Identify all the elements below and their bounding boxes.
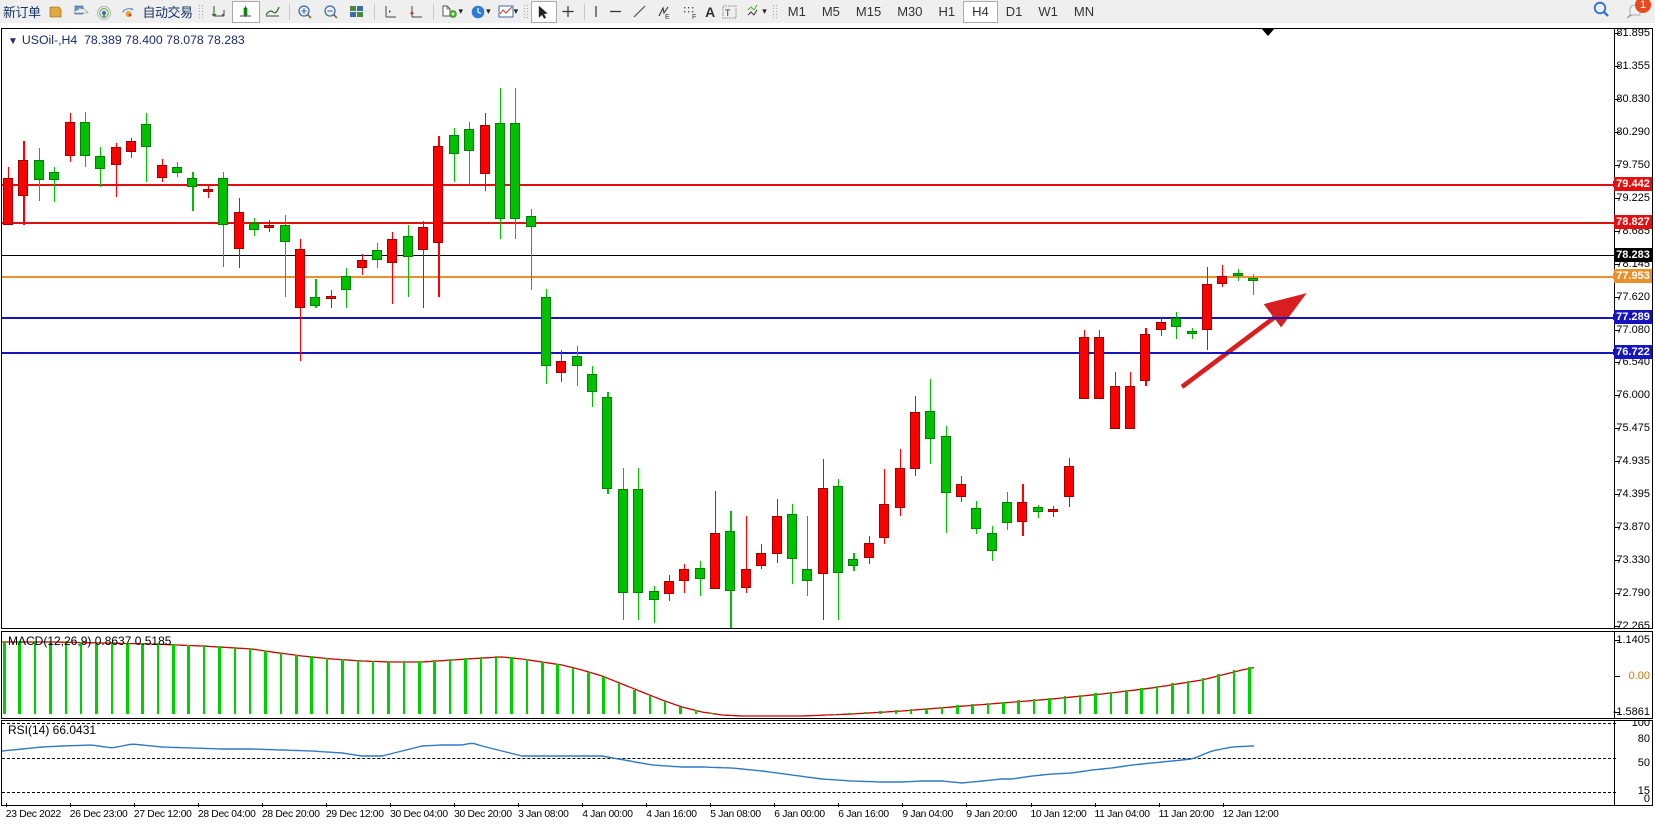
svg-text:F: F	[692, 14, 696, 20]
svg-text:T: T	[725, 8, 731, 18]
svg-text:E: E	[665, 14, 670, 20]
